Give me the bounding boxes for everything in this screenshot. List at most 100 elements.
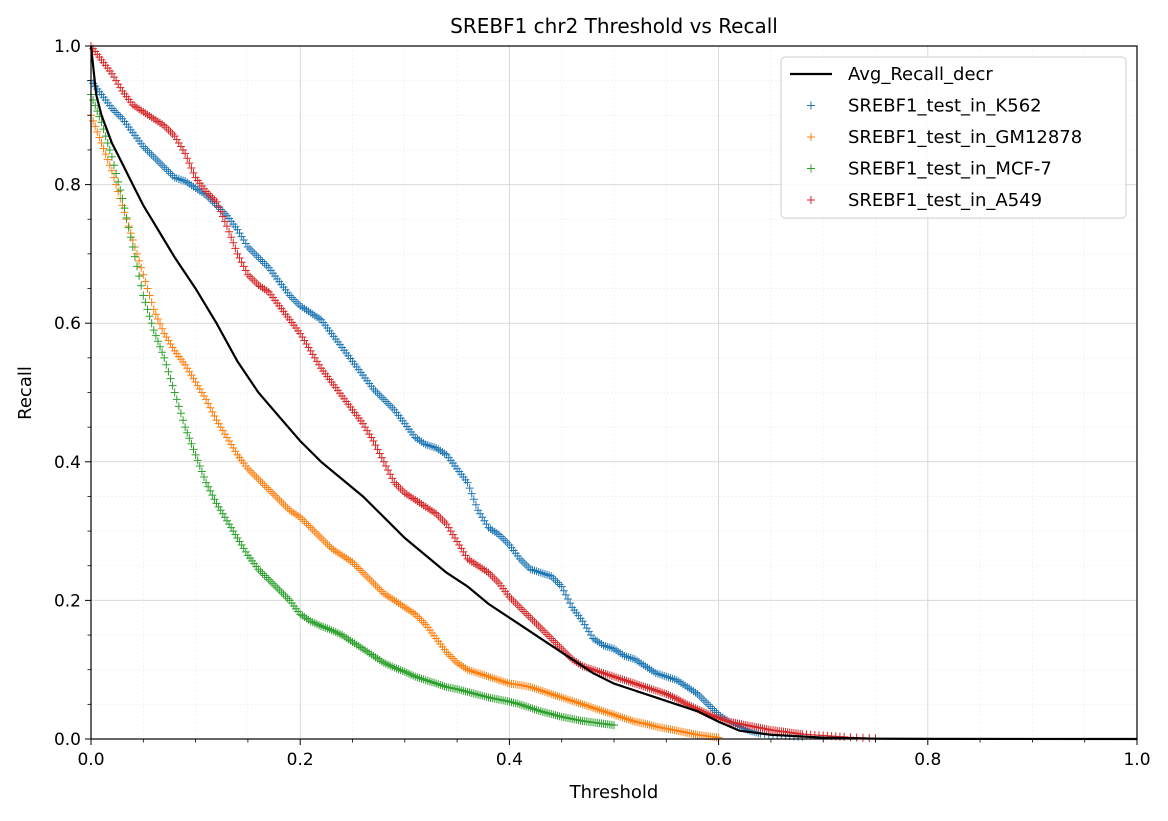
data-point-fill [130, 252, 139, 261]
data-point-fill [210, 495, 219, 504]
data-point-fill [310, 527, 319, 536]
data-point-fill [141, 298, 150, 307]
data-point [348, 637, 357, 646]
data-point [296, 329, 305, 338]
data-point-fill [325, 625, 334, 634]
data-point-fill [289, 295, 298, 304]
data-point-fill [239, 262, 248, 271]
data-point-fill [591, 635, 600, 644]
data-point-fill [162, 360, 171, 369]
x-tick-label: 0.2 [287, 750, 314, 770]
data-point-fill [381, 461, 390, 470]
data-point-fill [624, 677, 633, 686]
data-point-fill [216, 506, 225, 515]
data-point-fill [616, 649, 625, 658]
data-point-fill [436, 680, 445, 689]
data-point-fill [283, 594, 292, 603]
data-point-fill [465, 556, 474, 565]
data-point-fill [492, 576, 501, 585]
data-point-fill [321, 623, 330, 632]
data-point-fill [227, 523, 236, 532]
data-point-fill [315, 360, 324, 369]
data-point-fill [329, 627, 338, 636]
data-point-fill [528, 683, 537, 692]
data-point-fill [381, 590, 390, 599]
x-axis-label: Threshold [569, 782, 659, 803]
data-point-fill [572, 698, 581, 707]
data-point-fill [593, 667, 602, 676]
data-point [599, 669, 608, 678]
data-point-fill [153, 117, 162, 126]
data-point-fill [392, 480, 401, 489]
data-point-fill [664, 673, 673, 682]
data-point [630, 655, 639, 664]
data-point-fill [172, 395, 181, 404]
data-point-fill [660, 671, 669, 680]
data-point-fill [687, 685, 696, 694]
data-point [149, 114, 158, 123]
data-point-fill [607, 671, 616, 680]
data-point-fill [386, 401, 395, 410]
data-point-fill [444, 650, 453, 659]
legend-marker-swatch [807, 164, 815, 173]
data-point [547, 634, 556, 643]
data-point-fill [478, 513, 487, 522]
data-point-fill [162, 123, 171, 132]
data-point-fill [333, 548, 342, 557]
data-point [202, 187, 211, 196]
data-point-fill [622, 714, 631, 723]
data-point-fill [229, 238, 238, 247]
data-point-fill [524, 611, 533, 620]
data-point-fill [471, 500, 480, 509]
data-point-fill [618, 650, 627, 659]
data-point [358, 644, 367, 653]
data-point [181, 360, 190, 369]
data-point [620, 676, 629, 685]
data-point-fill [419, 439, 428, 448]
data-point [390, 663, 399, 672]
data-point-fill [434, 511, 443, 520]
data-point-fill [227, 440, 236, 449]
data-point-fill [471, 560, 480, 569]
data-point-fill [528, 615, 537, 624]
data-point-fill [356, 643, 365, 652]
data-point-fill [373, 583, 382, 592]
data-point [536, 707, 545, 716]
data-point-fill [321, 538, 330, 547]
data-point-fill [676, 697, 685, 706]
data-point-fill [271, 581, 280, 590]
data-point-fill [482, 567, 491, 576]
data-point-fill [580, 620, 589, 629]
data-point-fill [287, 507, 296, 516]
data-point-fill [398, 601, 407, 610]
data-point-fill [563, 695, 572, 704]
data-point-fill [417, 437, 426, 446]
data-point [358, 419, 367, 428]
data-point-fill [499, 534, 508, 543]
data-point-fill [116, 112, 125, 121]
data-point-fill [302, 306, 311, 315]
data-point-fill [141, 277, 150, 286]
data-point-fill [208, 491, 217, 500]
data-point-fill [478, 670, 487, 679]
data-point-fill [386, 470, 395, 479]
data-point-fill [266, 487, 275, 496]
data-point-fill [499, 677, 508, 686]
data-point-fill [459, 686, 468, 695]
data-point-fill [361, 570, 370, 579]
data-point [128, 242, 137, 251]
data-point-fill [664, 690, 673, 699]
data-point-fill [407, 493, 416, 502]
data-point-fill [427, 678, 436, 687]
x-tick-label: 0.0 [77, 750, 104, 770]
data-point-fill [308, 310, 317, 319]
data-point [139, 142, 148, 151]
series-SREBF1_test_in_MCF-7 [87, 90, 618, 730]
data-point-fill [467, 667, 476, 676]
data-point-fill [501, 678, 510, 687]
data-point-fill [540, 708, 549, 717]
data-point-fill [312, 312, 321, 321]
data-point-fill [605, 709, 614, 718]
data-point-fill [156, 118, 165, 127]
data-point-fill [216, 423, 225, 432]
